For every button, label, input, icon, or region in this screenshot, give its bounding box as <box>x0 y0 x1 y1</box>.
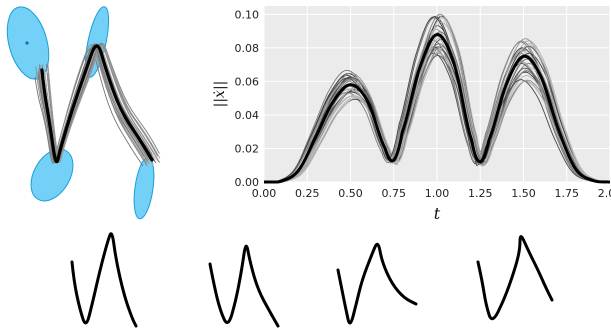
y-tick-label: 0.08 <box>235 42 260 55</box>
demo-speed-curve <box>264 34 611 183</box>
ellipse-center-dot <box>25 41 29 45</box>
y-tick-label: 0.10 <box>235 8 260 21</box>
demo-speed-curve <box>264 21 610 183</box>
x-tick-label: 1.00 <box>425 187 450 200</box>
demo-trajectory <box>38 46 148 163</box>
x-tick-labels: 0.00 0.25 0.50 0.75 1.00 1.25 1.50 1.75 2.00 <box>252 187 611 200</box>
x-tick-label: 0.50 <box>338 187 363 200</box>
x-axis-label: t <box>434 204 441 223</box>
speed-profile-panel: 0.00 0.25 0.50 0.75 1.00 1.25 1.50 1.75 2.00 0.0… <box>212 6 611 223</box>
x-tick-label: 1.25 <box>468 187 493 200</box>
y-tick-label: 0.02 <box>235 142 260 155</box>
covariance-ellipse-bottom <box>30 148 74 202</box>
x-tick-label: 2.00 <box>598 187 611 200</box>
mean-trajectory <box>40 44 154 164</box>
x-tick-label: 0.75 <box>382 187 407 200</box>
y-tick-label: 0.06 <box>235 75 260 88</box>
generated-letter-1 <box>70 232 138 328</box>
generated-letter-2 <box>208 244 280 328</box>
y-tick-label: 0.04 <box>235 109 260 122</box>
grid-lines <box>263 6 611 183</box>
mean-speed-curve <box>264 32 611 184</box>
letter-trajectories-panel <box>6 6 161 220</box>
x-tick-label: 1.50 <box>511 187 536 200</box>
demo-speed-curve <box>264 16 610 183</box>
demo-trajectory <box>34 47 144 167</box>
generated-letter-4 <box>476 235 554 321</box>
y-tick-labels: 0.00 0.02 0.04 0.06 0.08 0.10 <box>235 8 260 189</box>
demo-speed-curve <box>264 47 610 183</box>
x-tick-label: 0.00 <box>252 187 277 200</box>
generated-letter-3 <box>336 242 418 325</box>
x-tick-label: 0.25 <box>295 187 320 200</box>
x-tick-label: 1.75 <box>555 187 580 200</box>
y-tick-label: 0.00 <box>235 176 260 189</box>
demo-speed-curve <box>263 52 611 183</box>
demo-trajectory <box>47 44 161 162</box>
y-axis-label: ||ẋ|| <box>212 81 228 108</box>
demo-speed-curve <box>264 17 610 183</box>
generated-letters-row <box>70 232 554 328</box>
